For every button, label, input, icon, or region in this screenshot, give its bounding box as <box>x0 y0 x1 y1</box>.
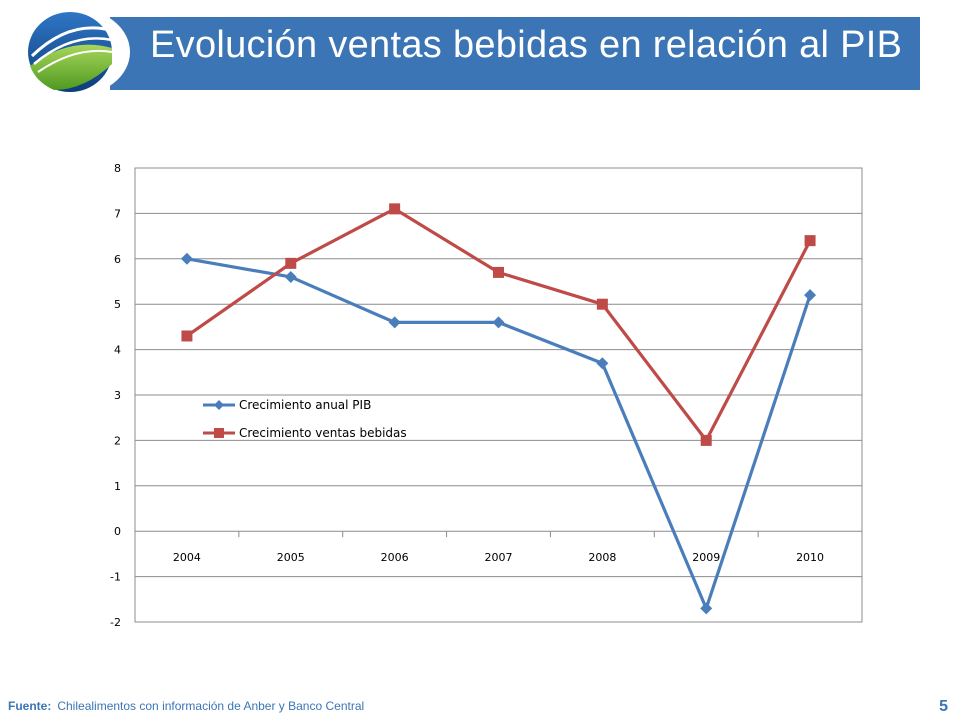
legend-marker-square <box>214 428 224 438</box>
data-point-diamond <box>596 357 609 370</box>
x-tick-label: 2007 <box>485 551 513 564</box>
page-number: 5 <box>939 698 948 715</box>
x-tick-label: 2008 <box>588 551 616 564</box>
y-tick-label: -2 <box>110 616 121 629</box>
legend-marker-diamond <box>214 400 224 410</box>
y-tick-label: 2 <box>114 434 121 447</box>
data-point-square <box>285 257 297 269</box>
x-tick-label: 2005 <box>277 551 305 564</box>
data-point-diamond <box>700 602 713 615</box>
source-note: Fuente: Chilealimentos con información de… <box>8 699 364 713</box>
slide-title: Evolución ventas bebidas en relación al … <box>150 24 903 66</box>
data-point-square <box>804 235 816 247</box>
source-label: Fuente: <box>8 699 52 713</box>
data-point-square <box>181 330 193 342</box>
y-tick-label: -1 <box>110 571 121 584</box>
legend-label: Crecimiento ventas bebidas <box>239 426 407 440</box>
data-point-diamond <box>492 316 505 329</box>
title-bar <box>110 17 920 90</box>
y-tick-label: 1 <box>114 480 121 493</box>
data-point-square <box>700 434 712 446</box>
y-tick-label: 8 <box>114 162 121 175</box>
data-point-square <box>493 266 504 278</box>
data-point-diamond <box>180 252 193 265</box>
x-tick-label: 2010 <box>796 551 824 564</box>
data-point-square <box>389 203 401 215</box>
x-tick-label: 2009 <box>692 551 720 564</box>
x-tick-label: 2006 <box>381 551 409 564</box>
y-tick-label: 7 <box>114 207 121 220</box>
data-point-square <box>596 298 608 310</box>
data-point-diamond <box>284 270 297 283</box>
source-text: Chilealimentos con información de Anber … <box>57 699 365 713</box>
x-tick-label: 2004 <box>173 551 201 564</box>
legend-label: Crecimiento anual PIB <box>239 398 371 412</box>
y-tick-label: 6 <box>114 253 121 266</box>
y-tick-label: 0 <box>114 525 121 538</box>
data-point-diamond <box>804 289 817 302</box>
y-tick-label: 4 <box>114 344 121 357</box>
company-logo <box>18 8 130 96</box>
data-point-diamond <box>388 316 401 329</box>
y-tick-label: 3 <box>114 389 121 402</box>
y-tick-label: 5 <box>114 298 121 311</box>
